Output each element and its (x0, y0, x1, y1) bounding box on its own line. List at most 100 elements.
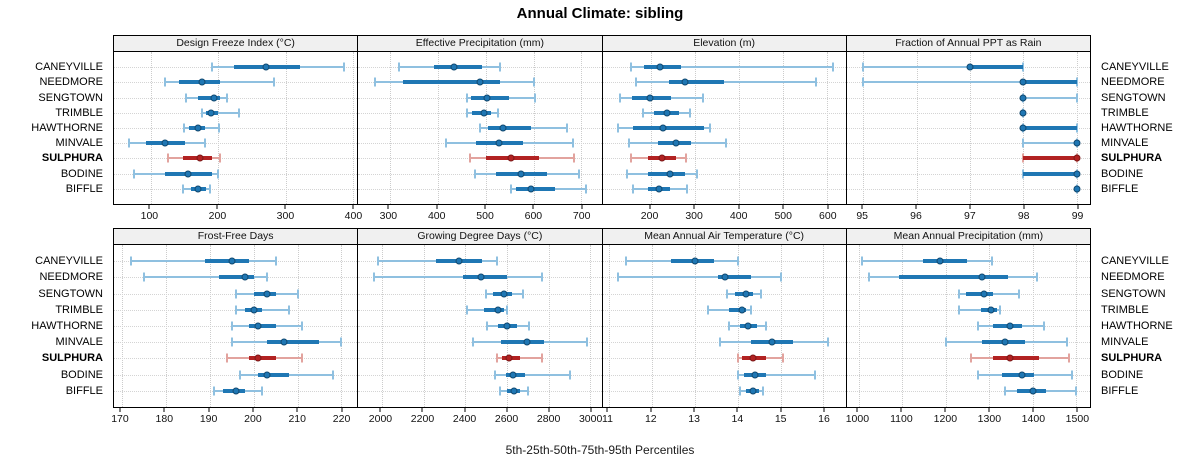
axis-cell: 300 400 500 600 700 (357, 205, 603, 225)
whisker-cap (736, 370, 739, 380)
gridline-horizontal (602, 293, 846, 295)
gridline-horizontal (602, 358, 846, 360)
iqr-box (463, 275, 507, 280)
site-label: HAWTHORNE (1101, 320, 1173, 332)
axis-tick-label: 98 (1017, 210, 1030, 222)
site-labels-right-bottom: CANEYVILLE NEEDMORE SENGTOWN TRIMBLE HAWTHOR… (1092, 245, 1200, 407)
whisker-cap (444, 138, 447, 148)
site-label: BIFFLE (1101, 384, 1139, 397)
axis-tick (548, 408, 550, 412)
whisker-cap (471, 337, 474, 347)
whisker-cap (331, 370, 334, 380)
whisker-cap (990, 256, 993, 266)
site-label: TRIMBLE (55, 106, 103, 119)
gridline-horizontal (846, 97, 1090, 99)
site-label: SENGTOWN (38, 91, 103, 104)
axis-tick-label: 300 (276, 210, 295, 222)
whisker-cap (340, 337, 343, 347)
axis-tick-label: 600 (819, 210, 837, 222)
whisker-cap (218, 153, 221, 163)
whisker-cap (201, 108, 204, 118)
panel: Frost-Free Days (113, 228, 359, 408)
median-dot (1006, 322, 1014, 330)
median-dot (505, 354, 513, 362)
whisker-cap (466, 93, 469, 103)
panel: Growing Degree Days (°C) (357, 228, 603, 408)
median-dot (500, 290, 508, 298)
median-dot (232, 387, 240, 395)
axis-tick-label: 1200 (933, 413, 958, 425)
axis-tick-label: 1500 (1065, 413, 1090, 425)
site-label: NEEDMORE (39, 271, 103, 284)
iqr-box (969, 65, 1024, 70)
whisker-cap (619, 93, 622, 103)
median-dot (749, 387, 757, 395)
whisker-line (863, 66, 1024, 69)
whisker-cap (630, 62, 633, 72)
axis-tick-label: 13 (688, 413, 700, 425)
site-label: SULPHURA (1101, 352, 1163, 365)
panel-plot (602, 52, 846, 204)
median-dot (254, 322, 262, 330)
whisker-cap (230, 337, 233, 347)
whisker-cap (1070, 370, 1073, 380)
whisker-cap (505, 305, 508, 315)
median-dot (738, 306, 746, 314)
axis-tick-label: 12 (644, 413, 657, 425)
whisker-cap (695, 169, 698, 179)
axis-tick-label: 95 (856, 210, 869, 222)
site-label: MINVALE (1101, 336, 1149, 349)
whisker-cap (230, 321, 233, 331)
whisker-line (495, 373, 571, 376)
whisker-cap (466, 108, 469, 118)
gridline-horizontal (358, 326, 602, 327)
whisker-line (1023, 96, 1077, 99)
whisker-cap (541, 353, 544, 363)
whisker-cap (1075, 123, 1078, 133)
median-dot (672, 139, 680, 147)
axis-tick-label: 2400 (452, 413, 477, 425)
gridline-horizontal (114, 173, 358, 175)
median-dot (1019, 78, 1027, 86)
axis-tick (1077, 205, 1079, 209)
site-labels-left-top: CANEYVILLE NEEDMORE SENGTOWN TRIMBLE HAWTHOR… (0, 52, 108, 204)
panel-plot (358, 245, 602, 407)
panel-plot (846, 245, 1090, 407)
whisker-cap (129, 256, 132, 266)
iqr-box (1023, 126, 1077, 130)
iqr-box (484, 307, 504, 312)
whisker-cap (736, 256, 739, 266)
iqr-box (1002, 372, 1034, 377)
axis-tick-label: 97 (964, 210, 976, 222)
iqr-box (205, 259, 250, 264)
median-dot (184, 170, 192, 178)
gridline-horizontal (358, 188, 602, 190)
axis-tick-label: 180 (155, 413, 174, 425)
site-label: TRIMBLE (55, 303, 103, 316)
iqr-box (218, 275, 254, 280)
gridline-horizontal (602, 128, 846, 129)
axis-tick-label: 210 (288, 413, 306, 425)
whisker-cap (374, 77, 377, 87)
site-label: HAWTHORNE (1101, 122, 1173, 134)
panel: Mean Annual Precipitation (mm) (845, 228, 1091, 408)
whisker-cap (210, 62, 213, 72)
panel-header: Design Freeze Index (°C) (114, 36, 358, 52)
iqr-box (487, 126, 531, 130)
axis-tick-label: 400 (427, 210, 446, 222)
iqr-box (633, 126, 704, 130)
gridline-horizontal (358, 390, 602, 392)
axis-tick-label: 200 (640, 210, 659, 222)
whisker-cap (132, 169, 135, 179)
median-dot (210, 94, 218, 102)
whisker-cap (1017, 289, 1020, 299)
axis-tick (861, 205, 863, 209)
gridline-horizontal (114, 188, 358, 190)
axis-tick (649, 205, 651, 209)
median-dot (495, 139, 503, 147)
axis-tick (969, 205, 971, 209)
median-dot (483, 94, 491, 102)
whisker-cap (862, 62, 865, 72)
axis-tick-label: 16 (818, 413, 830, 425)
axis-tick (581, 205, 583, 209)
